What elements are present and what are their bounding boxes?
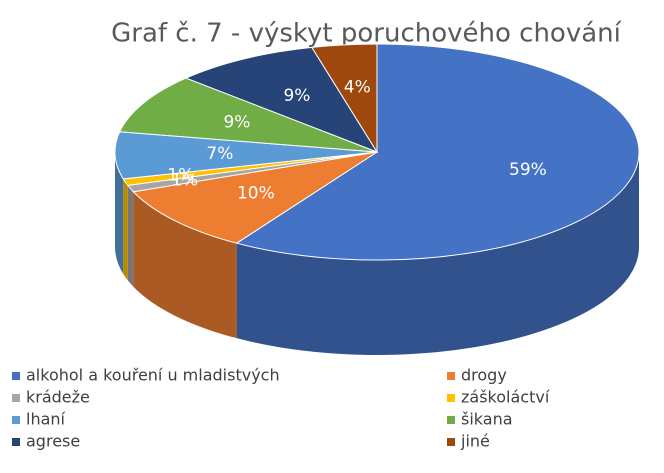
pie-side	[115, 152, 124, 274]
data-label: 1%	[167, 166, 194, 186]
pie-slice	[114, 131, 378, 180]
legend-swatch	[447, 394, 455, 402]
pie-side	[123, 178, 128, 281]
legend-swatch	[12, 416, 20, 424]
legend-swatch	[447, 372, 455, 380]
pie-slice	[132, 151, 378, 244]
legend-label: šikana	[461, 410, 513, 429]
chart-title: Graf č. 7 - výskyt poruchového chování	[111, 19, 622, 49]
pie-slice	[310, 43, 378, 154]
legend-label: agrese	[26, 432, 80, 451]
data-label: 9%	[223, 113, 250, 133]
pie-slice	[235, 43, 640, 261]
data-label: 9%	[283, 86, 310, 106]
data-label: 59%	[509, 160, 547, 180]
legend-swatch	[12, 394, 20, 402]
data-label: 7%	[206, 144, 233, 164]
legend-label: drogy	[461, 366, 507, 385]
pie-slice	[118, 77, 378, 153]
legend-label: jiné	[460, 432, 490, 451]
data-label: 1%	[171, 171, 198, 191]
data-label: 4%	[344, 78, 371, 98]
legend-swatch	[12, 438, 20, 446]
legend-label: lhaní	[26, 410, 66, 429]
pie-side	[236, 152, 639, 355]
legend-swatch	[447, 416, 455, 424]
legend-label: záškoláctví	[461, 388, 550, 407]
legend-label: alkohol a kouření u mladistvých	[26, 366, 280, 385]
pie-side	[127, 185, 134, 287]
pie-side	[133, 191, 237, 339]
data-label: 10%	[237, 183, 275, 203]
legend-swatch	[447, 438, 455, 446]
legend-swatch	[12, 372, 20, 380]
legend-label: krádeže	[26, 388, 90, 407]
pie-slice	[184, 46, 379, 154]
